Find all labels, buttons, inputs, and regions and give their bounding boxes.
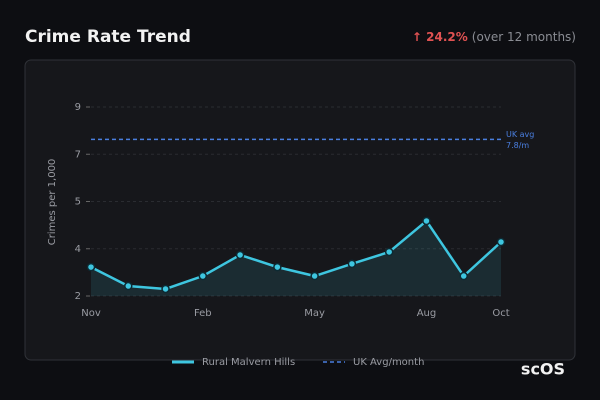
point — [273, 262, 282, 272]
y-tick-label: 5 — [75, 197, 81, 208]
point — [459, 271, 468, 281]
point — [422, 216, 431, 226]
line — [90, 219, 502, 291]
panel — [24, 59, 576, 361]
x-tick-label: Feb — [194, 308, 212, 319]
x-tick-label: Aug — [417, 308, 437, 319]
point — [235, 250, 245, 260]
change: ↑ 24.2% — [412, 30, 468, 44]
y-tick-label: 2 — [75, 291, 81, 302]
legend-label: UK Avg/month — [353, 357, 424, 368]
point — [310, 271, 319, 281]
legend-label: Rural Malvern Hills — [202, 357, 295, 368]
point — [124, 281, 133, 291]
title: Crime Rate Trend — [25, 27, 191, 47]
change-line: ↑ 24.2% (over 12 months) — [412, 30, 576, 44]
point — [384, 247, 394, 257]
point — [198, 271, 208, 281]
y-tick-label: 4 — [75, 244, 81, 255]
reference-label: UK avg — [506, 130, 534, 139]
y-tick-label: 9 — [75, 102, 81, 113]
period: (over 12 months) — [472, 30, 576, 44]
point — [161, 284, 170, 294]
point — [496, 237, 506, 247]
point — [86, 262, 96, 272]
logo: scOS — [521, 360, 565, 379]
x-tick-label: May — [304, 308, 325, 319]
reference-value-label: 7.8/m — [506, 141, 529, 150]
y-tick-label: 7 — [75, 149, 81, 160]
plot: 2 4 5 7 9 Nov Feb May Aug Oct Rural Malvern Hills U… — [75, 102, 535, 368]
x-tick-label: Nov — [81, 308, 101, 319]
y-axis-label: Crimes per 1,000 — [47, 159, 58, 246]
area — [91, 220, 501, 296]
x-tick-label: Oct — [492, 308, 509, 319]
point — [347, 259, 357, 269]
